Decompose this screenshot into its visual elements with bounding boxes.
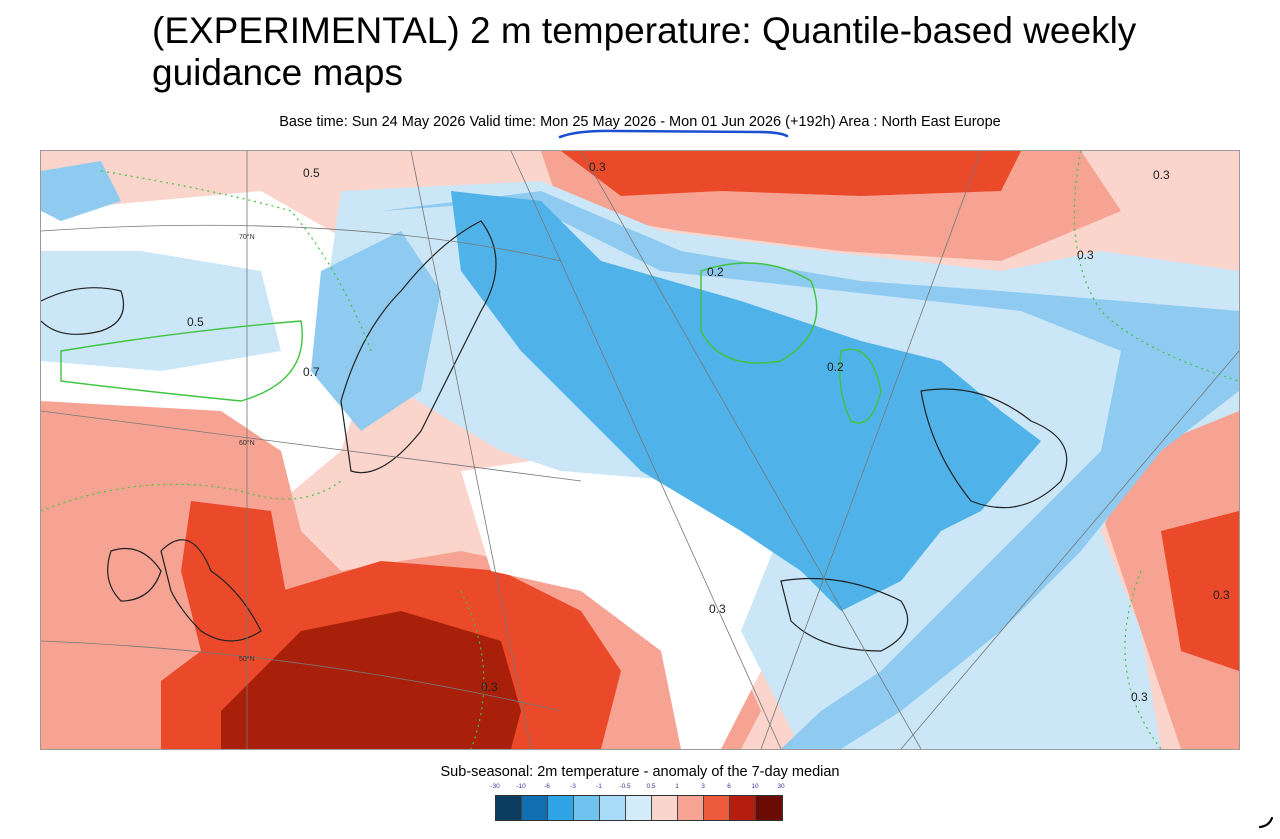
coastline-caspian — [920, 388, 1068, 509]
coastline-britain — [160, 539, 262, 642]
contour-label: 0.3 — [589, 160, 606, 174]
page-title: (EXPERIMENTAL) 2 m temperature: Quantile… — [152, 10, 1137, 93]
contour-label: 0.3 — [1153, 168, 1170, 182]
meridian-6 — [900, 350, 1239, 749]
legend-ticks: -30 -10 -6 -3 -1 -0.5 0.5 1 3 6 10 30 — [480, 783, 800, 793]
contour-label: 0.3 — [709, 602, 726, 616]
contour-label: 0.2 — [707, 265, 724, 279]
base-time-valid-time-line: Base time: Sun 24 May 2026 Valid time: M… — [279, 114, 1001, 130]
pale-blue-iceland — [41, 251, 281, 371]
legend-swatch — [652, 796, 678, 820]
white-zone-center — [461, 451, 801, 749]
contour-label: 0.2 — [827, 360, 844, 374]
handwritten-underline — [558, 129, 789, 139]
contour-label: 0.7 — [303, 365, 320, 379]
red-far-east — [1161, 511, 1239, 671]
coastline-ireland — [107, 547, 162, 602]
contour-label: 0.3 — [481, 680, 498, 694]
contour-label: 0.5 — [303, 166, 320, 180]
dotted-contour-1 — [100, 170, 372, 352]
legend-tick: -3 — [570, 783, 576, 790]
lat-label-50n: 50°N — [239, 655, 255, 663]
graticule-50n — [41, 640, 562, 712]
coastline-iceland — [41, 287, 125, 335]
legend-swatch — [600, 796, 626, 820]
legend-tick: 1 — [675, 783, 679, 790]
map-canvas: 70°N 60°N 50°N 0.5 0.5 0.7 0.3 0.2 0.2 0… — [41, 151, 1239, 749]
legend-swatch — [678, 796, 704, 820]
contour-label: 0.3 — [1131, 690, 1148, 704]
legend-title: Sub-seasonal: 2m temperature - anomaly o… — [440, 764, 840, 780]
dotted-contour-4 — [460, 590, 485, 749]
meridian-4 — [580, 151, 922, 749]
legend-tick: -1 — [596, 783, 602, 790]
legend-tick: -6 — [544, 783, 550, 790]
graticule-70n — [41, 224, 562, 262]
lat-label-60n: 60°N — [239, 439, 255, 447]
legend-tick: 6 — [727, 783, 731, 790]
pen-mark-icon — [1258, 816, 1274, 829]
green-contour-west — [60, 320, 303, 402]
green-contour-russia — [700, 262, 818, 364]
legend-color-bar — [495, 795, 783, 821]
legend-swatch — [704, 796, 730, 820]
dotted-contour-5 — [1124, 570, 1162, 749]
light-blue-greenland — [41, 161, 121, 221]
deep-red-france-germany — [221, 611, 521, 749]
legend-swatch — [756, 796, 782, 820]
legend-swatch — [548, 796, 574, 820]
legend-tick: -0.5 — [619, 783, 631, 790]
meridian-5 — [760, 151, 982, 749]
legend-tick: 10 — [751, 783, 759, 790]
legend-tick: 3 — [701, 783, 705, 790]
legend-swatch — [574, 796, 600, 820]
contour-label: 0.3 — [1077, 248, 1094, 262]
legend-tick: -30 — [490, 783, 500, 790]
legend-swatch — [496, 796, 522, 820]
contour-label: 0.5 — [187, 315, 204, 329]
legend-swatch — [730, 796, 756, 820]
contour-label: 0.3 — [1213, 588, 1230, 602]
legend-tick: 30 — [777, 783, 785, 790]
legend-swatch — [626, 796, 652, 820]
blue-core-russia — [451, 191, 1041, 611]
green-contour-small — [839, 348, 882, 424]
meridian-3 — [510, 151, 782, 749]
legend-tick: 0.5 — [646, 783, 656, 790]
temperature-anomaly-map: 70°N 60°N 50°N 0.5 0.5 0.7 0.3 0.2 0.2 0… — [40, 150, 1240, 750]
legend-tick: -10 — [516, 783, 526, 790]
lat-label-70n: 70°N — [239, 233, 255, 241]
meridian-2 — [410, 151, 532, 749]
coastline-black-sea — [780, 577, 909, 652]
red-north — [561, 151, 1021, 196]
coastline-scandinavia — [340, 220, 497, 474]
legend-swatch — [522, 796, 548, 820]
